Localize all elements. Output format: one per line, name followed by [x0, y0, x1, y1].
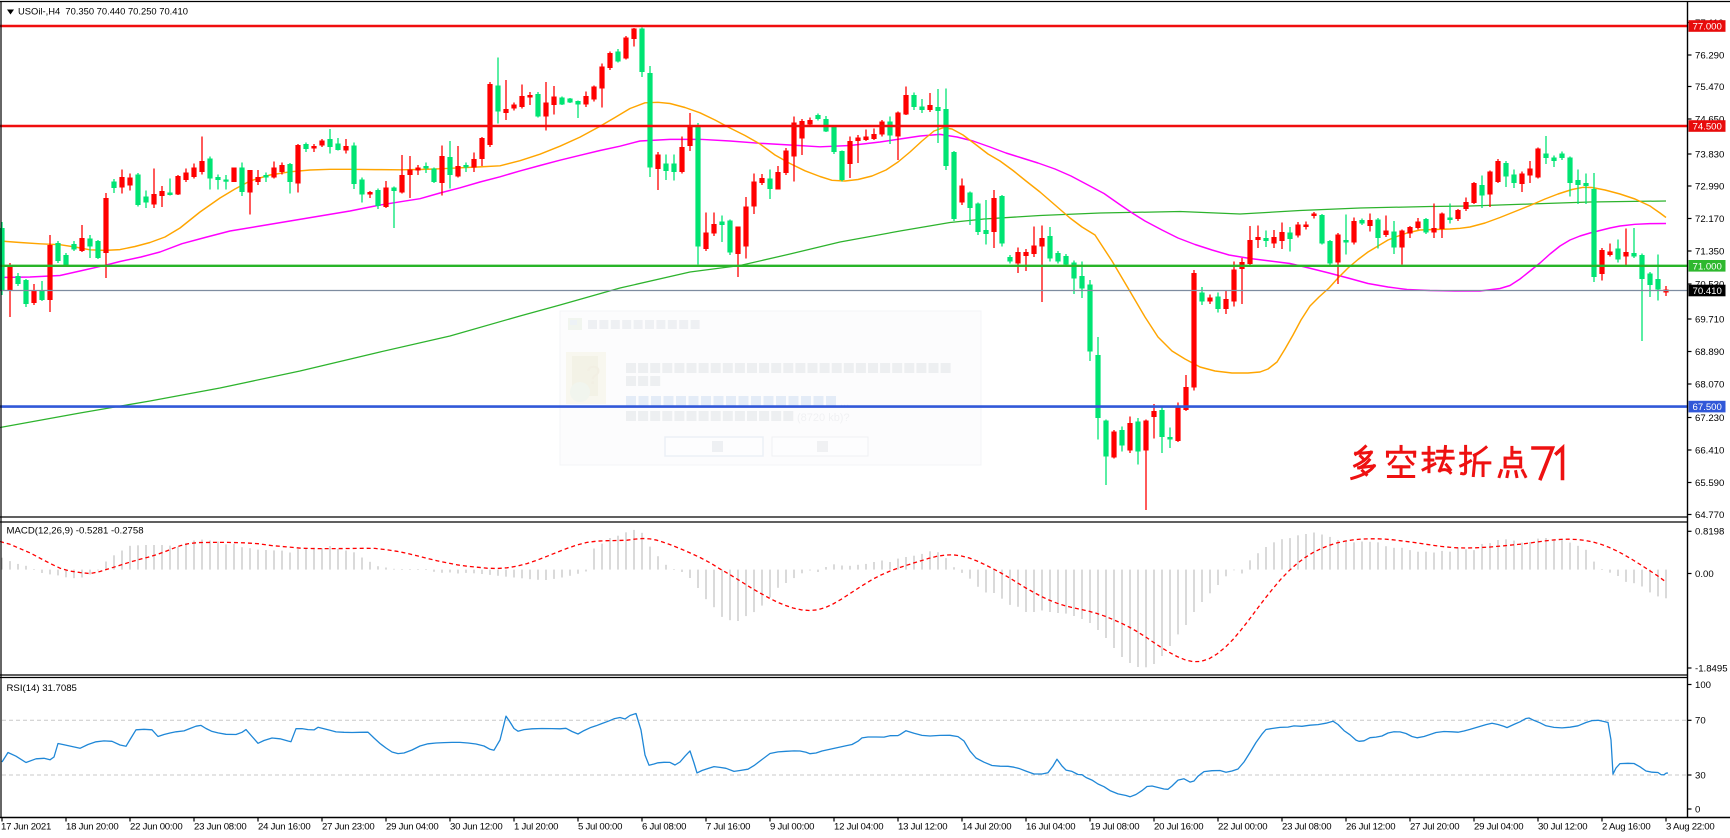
svg-text:7 Jul 16:00: 7 Jul 16:00 — [706, 822, 750, 833]
svg-text:26 Jul 12:00: 26 Jul 12:00 — [1346, 822, 1395, 833]
svg-text:71.350: 71.350 — [1695, 246, 1724, 257]
svg-text:22 Jul 00:00: 22 Jul 00:00 — [1218, 822, 1267, 833]
svg-text:22 Jun 00:00: 22 Jun 00:00 — [130, 822, 182, 833]
svg-text:20 Jul 16:00: 20 Jul 16:00 — [1154, 822, 1203, 833]
svg-text:70: 70 — [1695, 716, 1706, 727]
svg-text:67.500: 67.500 — [1693, 402, 1722, 413]
svg-text:(8720 kb)?: (8720 kb)? — [797, 412, 850, 424]
svg-text:MACD(12,26,9) -0.5281 -0.2758: MACD(12,26,9) -0.5281 -0.2758 — [7, 526, 144, 537]
svg-text:RSI(14) 31.7085: RSI(14) 31.7085 — [7, 683, 77, 694]
svg-text:23 Jul 08:00: 23 Jul 08:00 — [1282, 822, 1331, 833]
svg-text:0.8198: 0.8198 — [1695, 527, 1724, 538]
svg-text:...: ... — [840, 397, 849, 409]
svg-text:USOil-,H4 70.350 70.440 70.25: USOil-,H4 70.350 70.440 70.250 70.410 — [18, 6, 188, 17]
svg-text:72.990: 72.990 — [1695, 181, 1724, 192]
svg-text:30 Jul 12:00: 30 Jul 12:00 — [1538, 822, 1587, 833]
svg-text:77.000: 77.000 — [1693, 22, 1722, 33]
svg-text:66.410: 66.410 — [1695, 445, 1724, 456]
svg-text:74.500: 74.500 — [1693, 122, 1722, 133]
svg-text:70.410: 70.410 — [1693, 286, 1722, 297]
svg-text:-1.8495: -1.8495 — [1695, 663, 1728, 674]
svg-text:14 Jul 20:00: 14 Jul 20:00 — [962, 822, 1011, 833]
svg-text:2 Aug 16:00: 2 Aug 16:00 — [1602, 822, 1650, 833]
svg-text:30 Jun 12:00: 30 Jun 12:00 — [450, 822, 502, 833]
svg-text:73.830: 73.830 — [1695, 149, 1724, 160]
svg-text:100: 100 — [1695, 680, 1711, 691]
svg-text:69.710: 69.710 — [1695, 314, 1724, 325]
svg-text:23 Jun 08:00: 23 Jun 08:00 — [194, 822, 246, 833]
svg-text:30: 30 — [1695, 770, 1706, 781]
svg-text:24 Jun 16:00: 24 Jun 16:00 — [258, 822, 310, 833]
svg-text:0: 0 — [1695, 804, 1700, 815]
svg-text:29 Jul 04:00: 29 Jul 04:00 — [1474, 822, 1523, 833]
svg-text:12 Jul 04:00: 12 Jul 04:00 — [834, 822, 883, 833]
svg-text:72.170: 72.170 — [1695, 214, 1724, 225]
svg-text:68.890: 68.890 — [1695, 347, 1724, 358]
svg-text:0.00: 0.00 — [1695, 569, 1714, 580]
svg-text:67.230: 67.230 — [1695, 413, 1724, 424]
svg-text:27 Jun 23:00: 27 Jun 23:00 — [322, 822, 374, 833]
svg-text:1 Jul 20:00: 1 Jul 20:00 — [514, 822, 558, 833]
svg-text:64.770: 64.770 — [1695, 510, 1724, 521]
svg-text:29 Jun 04:00: 29 Jun 04:00 — [386, 822, 438, 833]
svg-text:16 Jul 04:00: 16 Jul 04:00 — [1026, 822, 1075, 833]
svg-text:71.000: 71.000 — [1693, 261, 1722, 272]
svg-text:68.070: 68.070 — [1695, 379, 1724, 390]
svg-text:18 Jun 20:00: 18 Jun 20:00 — [66, 822, 118, 833]
svg-text:76.290: 76.290 — [1695, 50, 1724, 61]
svg-text:?: ? — [586, 360, 600, 390]
svg-text:3 Aug 22:00: 3 Aug 22:00 — [1666, 822, 1714, 833]
svg-text:17 Jun 2021: 17 Jun 2021 — [1, 822, 51, 833]
svg-text:6 Jul 08:00: 6 Jul 08:00 — [642, 822, 686, 833]
svg-text:27 Jul 20:00: 27 Jul 20:00 — [1410, 822, 1459, 833]
svg-text:65.590: 65.590 — [1695, 478, 1724, 489]
svg-text:74.650: 74.650 — [1695, 114, 1724, 125]
svg-text:9 Jul 00:00: 9 Jul 00:00 — [770, 822, 814, 833]
svg-text:5 Jul 00:00: 5 Jul 00:00 — [578, 822, 622, 833]
svg-text:19 Jul 08:00: 19 Jul 08:00 — [1090, 822, 1139, 833]
svg-text:75.470: 75.470 — [1695, 82, 1724, 93]
svg-text:13 Jul 12:00: 13 Jul 12:00 — [898, 822, 947, 833]
